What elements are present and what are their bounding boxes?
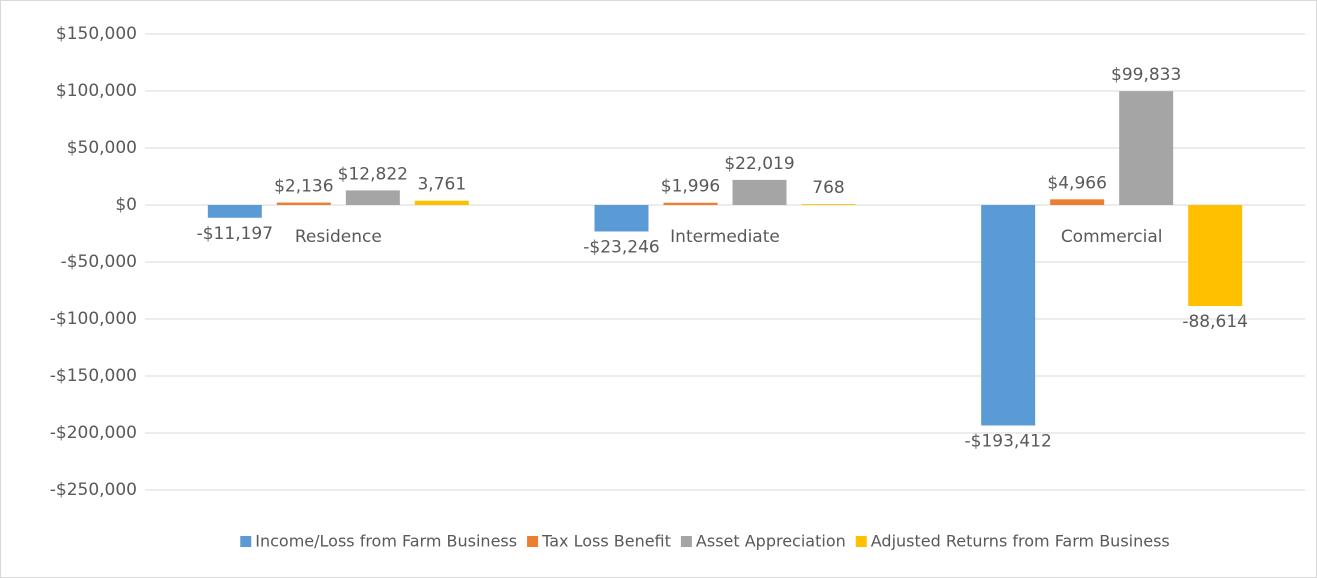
y-tick-label: -$200,000	[50, 423, 137, 443]
legend-label: Tax Loss Benefit	[541, 532, 671, 551]
bar	[663, 202, 718, 205]
bar	[1050, 199, 1105, 205]
y-tick-label: -$50,000	[61, 252, 137, 272]
x-tick-label: Commercial	[1061, 227, 1163, 247]
data-label: 768	[812, 178, 844, 198]
bar	[1119, 91, 1174, 205]
x-tick-label: Intermediate	[670, 227, 780, 247]
bar	[801, 204, 856, 205]
data-label: $4,966	[1047, 173, 1106, 193]
data-label: -88,614	[1182, 312, 1248, 332]
data-label: -$23,246	[583, 238, 659, 258]
y-tick-label: -$250,000	[50, 480, 137, 500]
data-label: -$193,412	[965, 431, 1052, 451]
bar	[981, 205, 1036, 426]
x-tick-label: Residence	[295, 227, 382, 247]
y-tick-label: $0	[115, 195, 137, 215]
data-label: $99,833	[1111, 65, 1181, 85]
y-tick-label: -$100,000	[50, 309, 137, 329]
bar	[1188, 205, 1243, 307]
legend-swatch	[680, 536, 692, 547]
bar	[207, 205, 262, 218]
bar	[594, 205, 649, 232]
legend-label: Income/Loss from Farm Business	[255, 532, 517, 551]
data-label: $12,822	[338, 164, 408, 184]
y-tick-label: -$150,000	[50, 366, 137, 386]
bar	[732, 179, 787, 205]
bar	[414, 200, 469, 205]
data-label: $2,136	[274, 177, 333, 197]
bar	[276, 202, 331, 205]
legend-swatch	[240, 536, 252, 547]
bar	[345, 190, 400, 205]
data-label: -$11,197	[197, 224, 273, 244]
data-label: 3,761	[417, 175, 466, 195]
legend-swatch	[855, 536, 867, 547]
y-tick-label: $150,000	[56, 24, 137, 44]
legend-label: Asset Appreciation	[696, 532, 846, 551]
y-tick-label: $50,000	[67, 138, 137, 158]
y-tick-label: $100,000	[56, 81, 137, 101]
data-label: $1,996	[661, 177, 720, 197]
legend-label: Adjusted Returns from Farm Business	[871, 532, 1170, 551]
data-label: $22,019	[724, 154, 794, 174]
legend-swatch	[527, 536, 539, 547]
